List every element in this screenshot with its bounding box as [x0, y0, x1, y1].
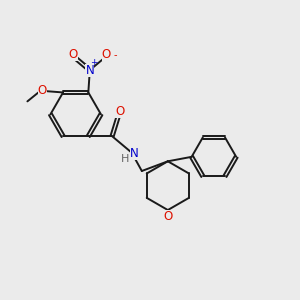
Text: H: H — [121, 154, 129, 164]
Text: O: O — [69, 48, 78, 61]
Text: O: O — [163, 210, 172, 223]
Text: O: O — [101, 48, 111, 61]
Text: O: O — [115, 105, 124, 118]
Text: +: + — [91, 58, 98, 67]
Text: O: O — [38, 85, 47, 98]
Text: -: - — [113, 50, 117, 60]
Text: N: N — [85, 64, 94, 77]
Text: N: N — [130, 147, 139, 160]
